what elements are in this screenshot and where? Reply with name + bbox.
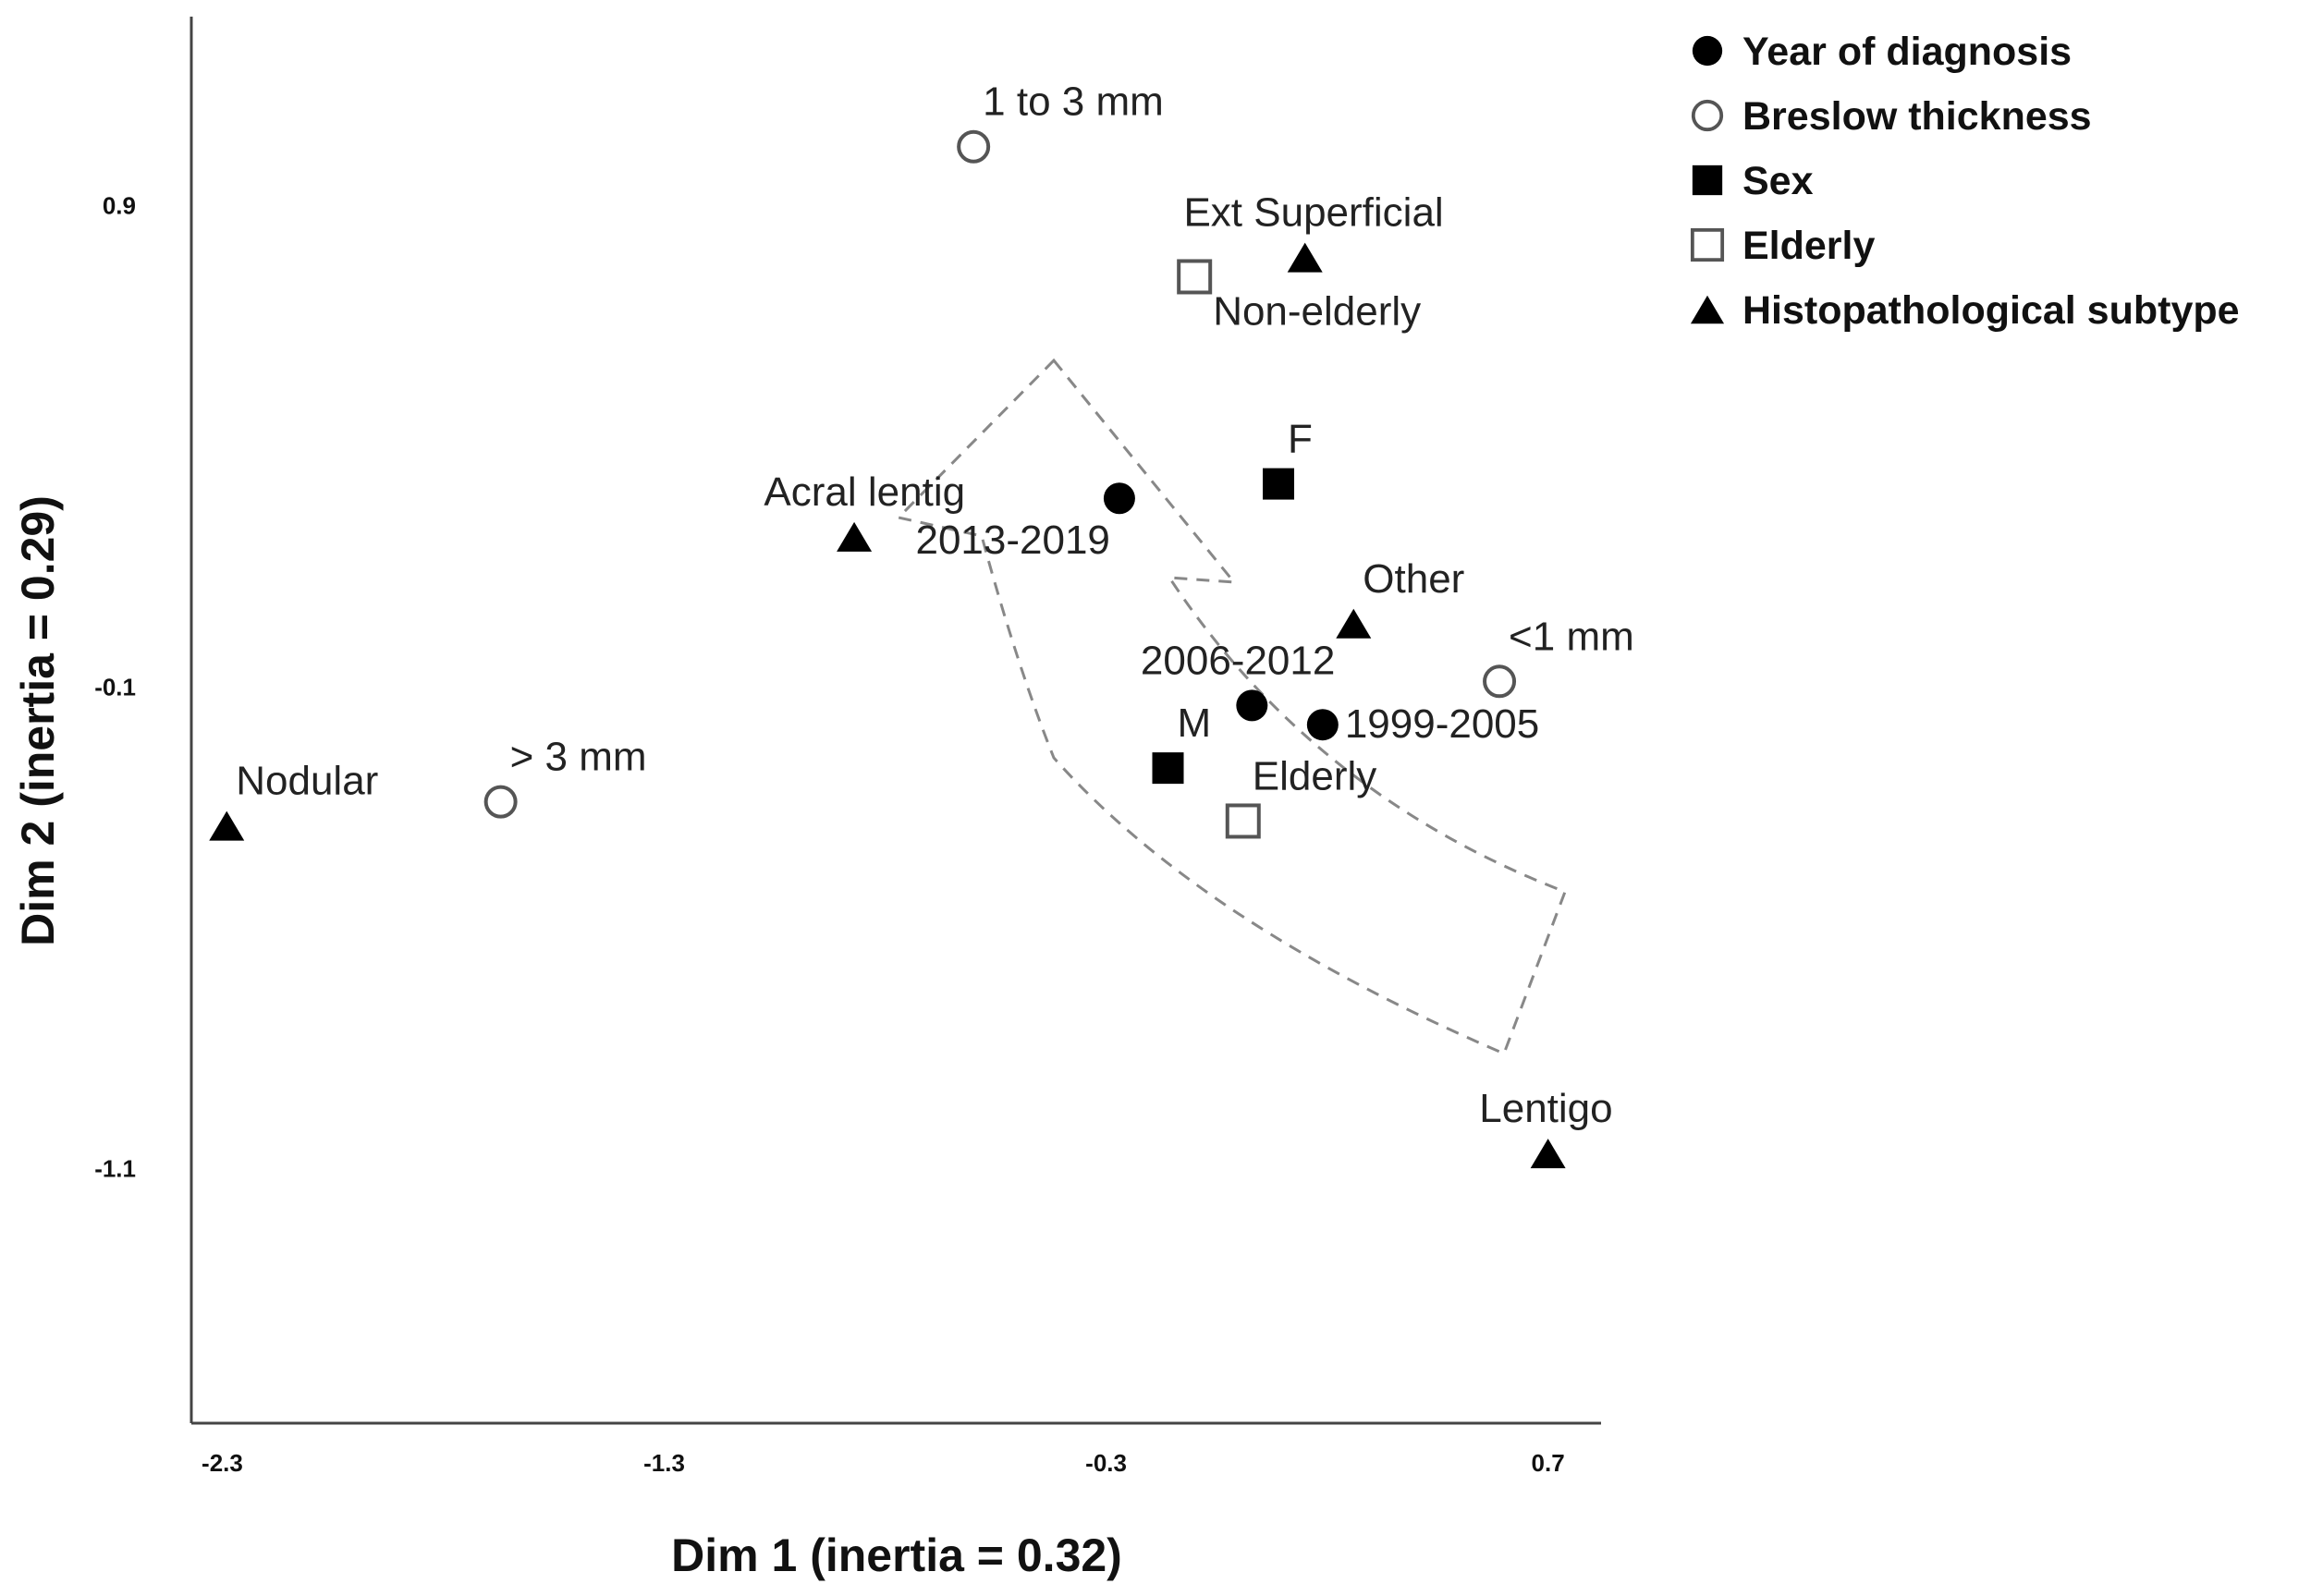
point-marker	[1263, 468, 1295, 500]
legend-marker	[1690, 227, 1725, 262]
legend-marker	[1690, 295, 1725, 324]
y-tick-labels: 0.9 -0.1 -1.1	[94, 191, 136, 1182]
y-tick-label: -1.1	[94, 1155, 136, 1183]
x-tick-label: -0.3	[1085, 1449, 1127, 1477]
point-label: Nodular	[236, 759, 378, 804]
y-tick-label: 0.9	[103, 191, 136, 219]
point-marker	[1236, 689, 1268, 722]
point-label: Lentigo	[1479, 1086, 1612, 1131]
x-tick-label: -2.3	[202, 1449, 243, 1477]
point-marker	[483, 785, 518, 819]
point-label: > 3 mm	[510, 735, 647, 780]
point-marker	[1225, 803, 1261, 839]
x-tick-label: -1.3	[643, 1449, 685, 1477]
point-label: Ext Superficial	[1183, 190, 1443, 236]
point-label: <1 mm	[1509, 614, 1634, 659]
point-marker	[209, 810, 245, 841]
point-label: Non-elderly	[1213, 288, 1421, 334]
point-label: 2013-2019	[915, 518, 1109, 563]
legend-label: Histopathological subtype	[1742, 288, 2240, 333]
legend-marker	[1692, 35, 1723, 67]
point-marker	[1103, 482, 1135, 515]
point-label: M	[1178, 701, 1212, 746]
x-tick-label: 0.7	[1532, 1449, 1565, 1477]
point-label: Other	[1363, 556, 1464, 602]
point-marker	[1287, 242, 1323, 273]
point-marker	[1483, 664, 1517, 699]
point-marker	[1177, 259, 1213, 295]
point-marker	[1152, 752, 1184, 785]
y-axis-title: Dim 2 (inertia = 0.29)	[12, 495, 64, 946]
x-tick-labels: -2.3 -1.3 -0.3 0.7	[202, 1449, 1565, 1477]
point-marker	[1306, 709, 1339, 741]
legend-marker	[1691, 99, 1724, 132]
point-marker	[837, 521, 873, 552]
point-label: Elderly	[1253, 753, 1377, 798]
point-marker	[1336, 608, 1372, 639]
legend-marker	[1692, 164, 1723, 196]
x-axis-title: Dim 1 (inertia = 0.32)	[671, 1529, 1122, 1581]
legend-label: Sex	[1742, 159, 1814, 203]
point-marker	[957, 129, 991, 164]
point-label: F	[1288, 417, 1313, 462]
point-marker	[1530, 1139, 1566, 1169]
y-tick-label: -0.1	[94, 674, 136, 701]
point-label: Acral lentig	[764, 469, 965, 515]
point-label: 1999-2005	[1345, 701, 1539, 747]
legend-label: Elderly	[1742, 224, 1875, 268]
point-label: 1 to 3 mm	[983, 79, 1164, 125]
legend: Year of diagnosis Breslow thickness Sex Eld…	[1690, 30, 2240, 333]
point-label: 2006-2012	[1141, 638, 1335, 683]
legend-label: Year of diagnosis	[1742, 30, 2072, 74]
legend-label: Breslow thickness	[1742, 94, 2092, 139]
trend-arrow-annotation	[896, 358, 1567, 1055]
